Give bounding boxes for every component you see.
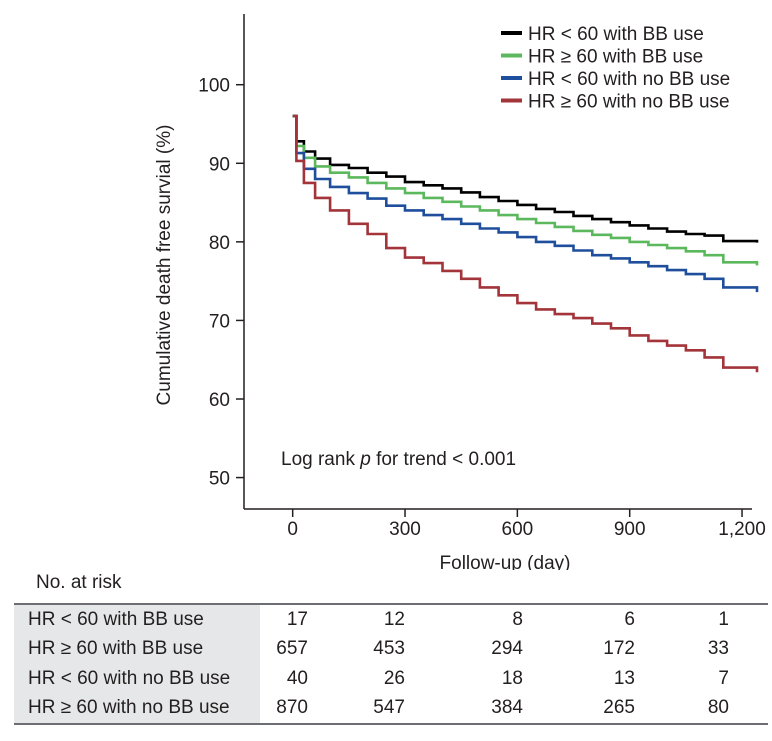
risk-count-cell: 33: [707, 638, 729, 660]
risk-row-spacer: [729, 604, 768, 635]
risk-count-cell: 265: [603, 697, 635, 719]
risk-row-label: HR ≥ 60 with BB use: [14, 634, 260, 664]
risk-count-cell: 6: [624, 608, 635, 630]
x-tick-label: 600: [502, 519, 534, 540]
risk-count-cell: 13: [613, 667, 635, 689]
risk-table-row: HR < 60 with BB use 17 12 8 6 1: [14, 604, 768, 635]
risk-count-cell: 12: [383, 608, 405, 630]
risk-row-label: HR < 60 with no BB use: [14, 664, 260, 694]
risk-count-cell: 384: [491, 697, 523, 719]
risk-count-cell: 1: [718, 608, 729, 630]
survival-chart: 50 60 70 80 90 100 0 300 600 900 1,200 HR < 60 wi…: [154, 14, 766, 570]
risk-row-spacer: [729, 635, 768, 665]
risk-count-cell: 294: [491, 638, 523, 660]
y-tick-label: 70: [209, 311, 230, 332]
risk-row-label: HR ≥ 60 with no BB use: [14, 693, 260, 724]
x-axis-title: Follow-up (day): [440, 553, 571, 570]
y-tick-label: 90: [209, 154, 230, 175]
survival-curve-line: [292, 114, 759, 266]
risk-count-cell: 17: [286, 608, 308, 630]
legend-label: HR < 60 with no BB use: [528, 69, 730, 90]
risk-count-cell: 657: [276, 638, 308, 660]
legend-label: HR ≥ 60 with BB use: [528, 47, 703, 68]
risk-count-cell: 7: [718, 667, 729, 689]
risk-count-cell: 453: [373, 638, 405, 660]
x-tick-label: 300: [389, 519, 421, 540]
survival-curves: [292, 114, 759, 373]
y-axis: 50 60 70 80 90 100: [198, 14, 245, 509]
y-tick-label: 100: [198, 76, 230, 97]
risk-count-cell: 80: [707, 697, 729, 719]
risk-count-cell: 8: [512, 608, 523, 630]
risk-count-cell: 870: [276, 697, 308, 719]
risk-count-cell: 547: [373, 697, 405, 719]
risk-table-row: HR < 60 with no BB use 40 26 18 13 7: [14, 664, 768, 694]
log-rank-annotation: Log rank p for trend < 0.001: [281, 449, 516, 470]
risk-row-label: HR < 60 with BB use: [14, 604, 260, 635]
legend-label: HR ≥ 60 with no BB use: [528, 92, 730, 113]
survival-curve-line: [292, 114, 759, 293]
y-tick-label: 50: [209, 469, 230, 490]
risk-row-spacer: [729, 664, 768, 694]
y-tick-label: 80: [209, 233, 230, 254]
risk-table-row: HR ≥ 60 with BB use 657 453 294 172 33: [14, 634, 768, 665]
x-tick-label: 0: [287, 519, 298, 540]
risk-count-cell: 26: [383, 667, 405, 689]
risk-table-row: HR ≥ 60 with no BB use 870 547 384 265 80: [14, 693, 768, 725]
risk-table-heading: No. at risk: [36, 572, 122, 593]
y-axis-title: Cumulative death free survial (%): [154, 125, 175, 406]
x-tick-label: 1,200: [718, 519, 766, 540]
risk-table: HR < 60 with BB use 17 12 8 6 1 HR ≥ 60 with B…: [14, 603, 768, 725]
risk-count-cell: 18: [501, 667, 523, 689]
legend-label: HR < 60 with BB use: [528, 24, 704, 45]
survival-curve-line: [292, 114, 759, 373]
y-tick-label: 60: [209, 390, 230, 411]
risk-row-spacer: [729, 694, 768, 725]
risk-count-cell: 40: [286, 667, 308, 689]
x-axis: 0 300 600 900 1,200: [244, 508, 766, 540]
survival-curve-line: [292, 114, 759, 243]
x-tick-label: 900: [614, 519, 646, 540]
risk-count-cell: 172: [603, 638, 635, 660]
